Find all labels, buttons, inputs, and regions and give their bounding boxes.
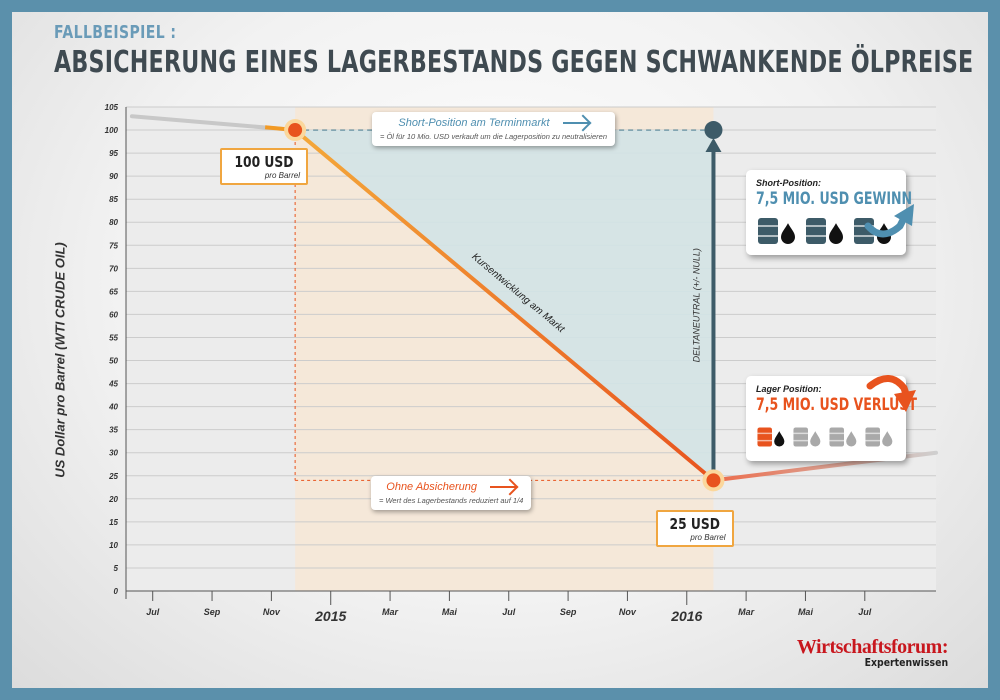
brand-name: Wirtschaftsforum: <box>796 636 949 658</box>
y-tick-label: 75 <box>109 241 118 250</box>
end-price-unit: pro Barrel <box>690 533 726 542</box>
short-position-label: Short-Position: <box>756 178 821 188</box>
x-tick-label: Mai <box>442 607 458 617</box>
end-price: 25 USD <box>669 515 720 533</box>
market-price-line <box>293 128 716 483</box>
oil-barrel-icon <box>793 427 822 448</box>
x-tick-label: Mar <box>738 607 755 617</box>
x-tick-label: 2015 <box>314 608 346 624</box>
unhedged-callout-sub: = Wert des Lagerbestands reduziert auf 1… <box>379 496 524 505</box>
y-tick-label: 40 <box>108 403 118 412</box>
lager-position-label: Lager Position: <box>756 384 822 394</box>
y-tick-label: 80 <box>109 218 118 227</box>
short-position-infobox: Short-Position: 7,5 MIO. USD GEWINN <box>746 170 913 255</box>
short-position-callout: Short-Position am Terminmarkt = Öl für 1… <box>372 112 615 146</box>
short-position-callout-title: Short-Position am Terminmarkt <box>398 117 550 129</box>
arrow-right-icon <box>562 122 589 125</box>
x-tick-label: Mai <box>798 607 814 617</box>
y-tick-label: 70 <box>109 264 118 273</box>
oil-barrel-icon <box>829 427 858 448</box>
y-tick-label: 5 <box>114 564 119 573</box>
y-tick-label: 20 <box>108 495 118 504</box>
y-tick-label: 35 <box>109 426 118 435</box>
short-position-value: 7,5 MIO. USD GEWINN <box>756 189 913 209</box>
kicker: FALLBEISPIEL : <box>54 22 177 43</box>
unhedged-callout: Ohne Absicherung = Wert des Lagerbestand… <box>371 476 532 510</box>
brand-logo: Wirtschaftsforum: Expertenwissen <box>796 636 949 669</box>
x-tick-label: Jul <box>146 607 160 617</box>
x-tick-label: 2016 <box>670 608 702 624</box>
y-tick-label: 100 <box>105 126 119 135</box>
oil-barrel-icon <box>757 427 786 448</box>
y-tick-label: 50 <box>109 357 118 366</box>
y-tick-label: 45 <box>108 380 118 389</box>
start-price: 100 USD <box>234 153 294 171</box>
y-tick-label: 95 <box>109 149 118 158</box>
x-tick-label: Sep <box>204 607 221 617</box>
end-price-tag: 25 USD pro Barrel <box>656 510 734 547</box>
y-tick-label: 60 <box>109 310 118 319</box>
x-tick-label: Nov <box>263 607 281 617</box>
arrow-right-icon <box>490 486 517 489</box>
start-point <box>288 123 303 138</box>
y-tick-label: 25 <box>108 472 118 481</box>
y-tick-label: 105 <box>105 103 119 112</box>
x-tick-label: Jul <box>502 607 516 617</box>
oil-barrel-icon <box>758 218 798 246</box>
unhedged-callout-title: Ohne Absicherung <box>386 481 477 493</box>
y-tick-label: 90 <box>109 172 118 181</box>
y-axis-title: US Dollar pro Barrel (WTI CRUDE OIL) <box>52 242 68 478</box>
curved-arrow-down-icon <box>866 375 916 412</box>
y-tick-label: 15 <box>109 518 118 527</box>
lager-position-infobox: Lager Position: 7,5 MIO. USD VERLUST <box>746 376 917 461</box>
curved-arrow-up-icon <box>864 204 914 238</box>
x-tick-label: Sep <box>560 607 577 617</box>
x-tick-label: Jul <box>858 607 872 617</box>
start-price-unit: pro Barrel <box>264 171 300 180</box>
page-title: ABSICHERUNG EINES LAGERBESTANDS GEGEN SC… <box>54 45 974 80</box>
short-position-point <box>704 121 723 140</box>
header: FALLBEISPIEL : ABSICHERUNG EINES LAGERBE… <box>54 22 1000 80</box>
y-tick-label: 65 <box>109 287 118 296</box>
barrel-row-loss <box>756 421 896 453</box>
x-tick-label: Mar <box>382 607 399 617</box>
end-point <box>706 473 721 488</box>
brand-sub: Expertenwissen <box>864 656 948 669</box>
lager-position-value: 7,5 MIO. USD VERLUST <box>756 395 917 415</box>
delta-neutral-label: DELTANEUTRAL (+/- NULL) <box>691 248 701 362</box>
y-tick-label: 10 <box>109 541 118 550</box>
y-tick-label: 0 <box>114 587 119 596</box>
x-tick-label: Nov <box>619 607 637 617</box>
oil-barrel-icon <box>865 427 894 448</box>
oil-barrel-icon <box>806 218 846 246</box>
y-tick-label: 85 <box>109 195 118 204</box>
short-position-callout-sub: = Öl für 10 Mio. USD verkauft um die Lag… <box>380 132 607 141</box>
start-price-tag: 100 USD pro Barrel <box>220 148 308 185</box>
y-tick-label: 55 <box>109 333 118 342</box>
y-tick-label: 30 <box>109 449 118 458</box>
arrow-up-icon <box>705 138 722 153</box>
